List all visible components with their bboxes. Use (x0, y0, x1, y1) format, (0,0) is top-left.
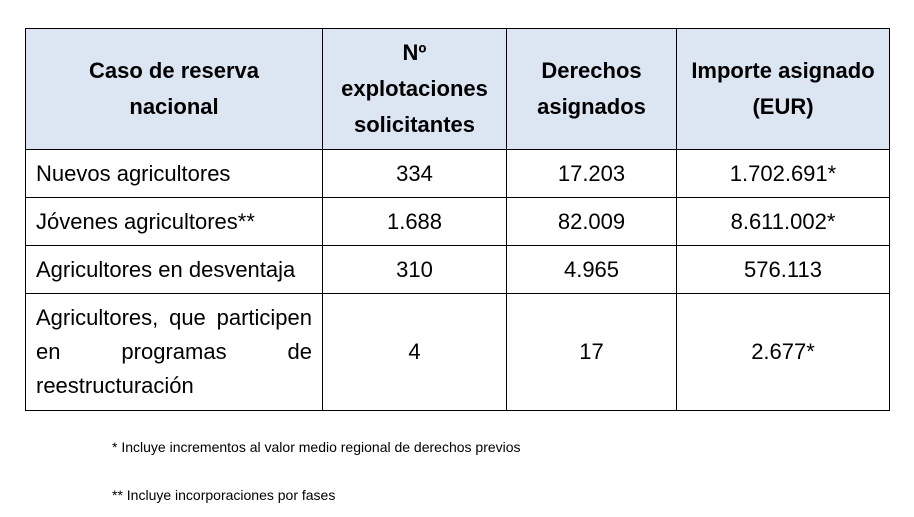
header-cell: Derechos asignados (506, 28, 677, 150)
table-row: Agricultores en desventaja 310 4.965 576.11… (25, 245, 890, 294)
footnote: ** Incluye incorporaciones por fases (112, 487, 336, 503)
table-row: Agricultores, que participen en programa… (25, 293, 890, 411)
table-body: Nuevos agricultores 334 17.203 1.702.691* Jó… (25, 149, 890, 411)
table-row: Nuevos agricultores 334 17.203 1.702.691* (25, 149, 890, 198)
table-cell: 1.688 (322, 197, 507, 246)
row-label: Nuevos agricultores (25, 149, 323, 198)
header-cell: Importe asignado (EUR) (676, 28, 890, 150)
header-cell: Nº explotaciones solicitantes (322, 28, 507, 150)
header-row: Caso de reserva nacional Nº explotacione… (25, 28, 890, 150)
table-cell: 4.965 (506, 245, 677, 294)
table-cell: 82.009 (506, 197, 677, 246)
table-cell: 2.677* (676, 293, 890, 411)
header-text: Importe asignado (EUR) (691, 58, 875, 119)
table: Caso de reserva nacional Nº explotacione… (25, 28, 890, 411)
row-label: Agricultores, que participen en programa… (25, 293, 323, 411)
table-cell: 4 (322, 293, 507, 411)
header-text: Caso de reserva nacional (89, 58, 259, 119)
table-cell: 334 (322, 149, 507, 198)
table-row: Jóvenes agricultores** 1.688 82.009 8.611.0… (25, 197, 890, 246)
header-cell: Caso de reserva nacional (25, 28, 323, 150)
row-label: Agricultores en desventaja (25, 245, 323, 294)
table-cell: 17.203 (506, 149, 677, 198)
header-text: Nº explotaciones solicitantes (341, 40, 488, 137)
header-text: Derechos asignados (537, 58, 646, 119)
footnote: * Incluye incrementos al valor medio reg… (112, 439, 521, 455)
table-cell: 1.702.691* (676, 149, 890, 198)
row-label: Jóvenes agricultores** (25, 197, 323, 246)
table-cell: 17 (506, 293, 677, 411)
table-cell: 310 (322, 245, 507, 294)
table-cell: 8.611.002* (676, 197, 890, 246)
table-cell: 576.113 (676, 245, 890, 294)
